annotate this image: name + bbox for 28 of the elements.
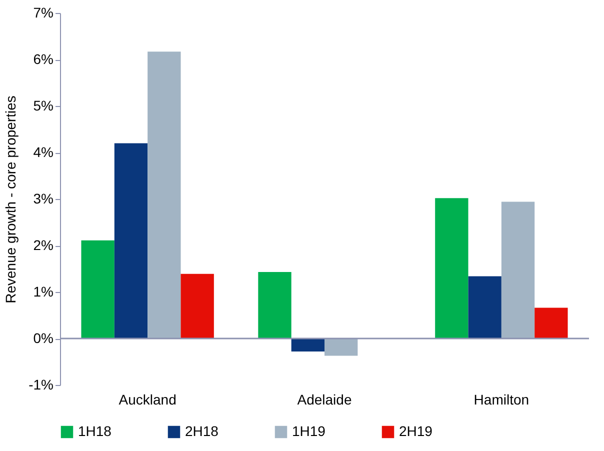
legend-label: 1H19 [292,423,326,439]
legend-label: 2H19 [399,423,433,439]
legend-label: 2H18 [185,423,219,439]
legend-label: 1H18 [78,423,112,439]
y-tick-label: -1% [28,376,54,392]
bar [324,338,358,356]
bar [180,274,214,338]
bar [114,143,148,338]
bar [81,240,114,338]
y-tick-label: 3% [33,190,54,206]
y-tick-label: 5% [33,98,54,114]
bar [534,308,568,338]
y-tick-label: 6% [33,51,54,67]
y-tick-label: 7% [33,4,54,20]
bar [148,52,181,338]
y-tick-label: 1% [33,284,54,300]
bar [435,198,468,338]
bar [468,276,502,338]
bar [291,338,324,352]
x-tick-label: Hamilton [474,392,530,408]
bar [258,272,292,338]
y-tick-label: 2% [33,237,54,253]
y-tick-label: 0% [33,330,54,346]
x-tick-label: Adelaide [297,392,352,408]
x-tick-label: Auckland [118,392,176,408]
y-tick-label: 4% [33,144,54,160]
y-axis-title: Revenue growth - core properties [2,96,19,304]
bar [501,202,535,338]
